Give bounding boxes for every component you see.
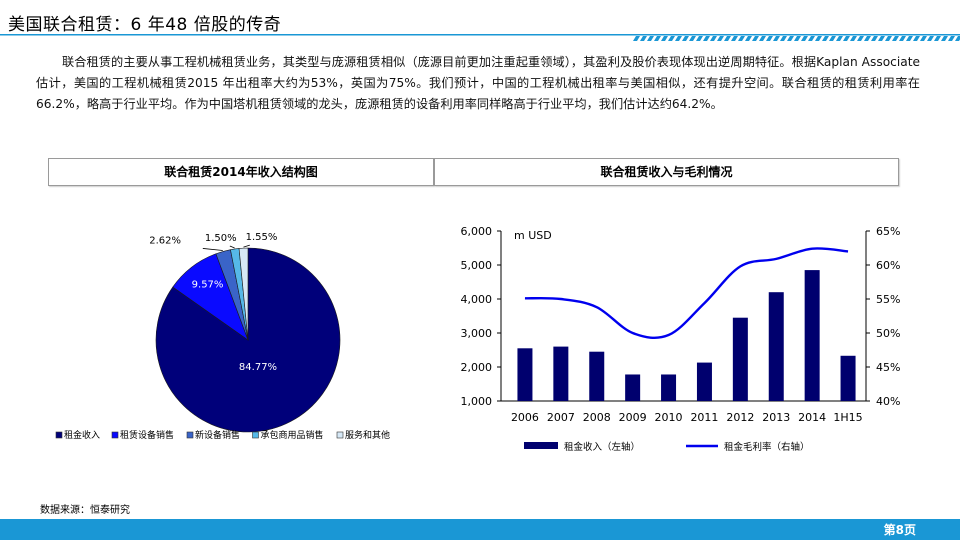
x-tick-label: 2012 — [726, 411, 754, 424]
pie-data-label: 9.57% — [192, 280, 224, 291]
pie-legend-swatch — [111, 431, 119, 439]
intro-paragraph: 联合租赁的主要从事工程机械租赁业务，其类型与庞源租赁相似（庞源目前更加注重起重领… — [36, 55, 920, 111]
legend-line-label: 租金毛利率（右轴） — [724, 441, 810, 453]
pie-legend-swatch — [336, 431, 344, 439]
pie-data-label: 84.77% — [239, 362, 277, 373]
pie-chart-title: 联合租赁2014年收入结构图 — [48, 158, 434, 186]
x-tick-label: 2007 — [547, 411, 575, 424]
pie-legend-swatch — [252, 431, 259, 439]
x-tick-label: 2006 — [511, 411, 539, 424]
left-tick-label: 3,000 — [461, 327, 493, 340]
right-tick-label: 55% — [876, 293, 900, 306]
title-underline — [0, 34, 960, 41]
page-number: 第8页 — [883, 523, 916, 537]
x-tick-label: 2009 — [619, 411, 647, 424]
pie-legend: 租金收入 租赁设备销售 新设备销售 承包商用品销售 服务和其他 — [55, 429, 390, 441]
right-tick-label: 40% — [876, 395, 900, 408]
pie-legend-swatch — [55, 431, 63, 439]
pie-data-label: 1.55% — [246, 232, 278, 243]
bar-line-chart: 1,000 2,000 3,000 4,000 5,000 6,000 40% 45% 50% 5… — [461, 225, 901, 424]
x-tick-label: 1H15 — [833, 411, 862, 424]
pie-leader-line — [202, 248, 223, 251]
pie-leader-line — [243, 244, 250, 248]
legend-bar-swatch — [524, 442, 558, 449]
revenue-bar — [517, 348, 533, 401]
pie-leader-line — [229, 245, 235, 249]
pie-legend-label: 租金收入 — [64, 429, 100, 441]
pie-slice — [238, 247, 249, 341]
right-tick-label: 50% — [876, 327, 900, 340]
revenue-bar — [589, 351, 605, 401]
revenue-bar — [732, 317, 748, 401]
x-tick-label: 2010 — [655, 411, 683, 424]
revenue-bar — [625, 374, 641, 401]
pie-data-label: 1.50% — [205, 233, 237, 244]
legend-bar-label: 租金收入（左轴） — [564, 441, 640, 453]
x-tick-label: 2011 — [690, 411, 718, 424]
pie-legend-label: 租赁设备销售 — [120, 429, 174, 441]
revenue-bar — [840, 355, 856, 401]
pie-chart: 84.77% 9.57% 2.62% 1.50% 1.55% — [149, 232, 341, 433]
page-title: 美国联合租赁：6 年48 倍股的传奇 — [8, 15, 282, 35]
pie-legend-label: 服务和其他 — [345, 429, 390, 441]
revenue-bar — [661, 374, 677, 401]
unit-label: m USD — [514, 229, 552, 242]
left-tick-label: 1,000 — [461, 395, 493, 408]
source-note: 数据来源：恒泰研究 — [40, 505, 130, 516]
pie-legend-label: 承包商用品销售 — [261, 429, 324, 441]
revenue-bar — [804, 270, 820, 401]
margin-line — [524, 247, 849, 340]
pie-data-label: 2.62% — [149, 235, 181, 246]
left-tick-label: 5,000 — [461, 259, 493, 272]
right-tick-label: 45% — [876, 361, 900, 374]
bar-chart-title: 联合租赁收入与毛利情况 — [434, 158, 899, 186]
revenue-bar — [553, 346, 569, 401]
left-tick-label: 2,000 — [461, 361, 493, 374]
x-tick-label: 2014 — [798, 411, 826, 424]
right-tick-label: 60% — [876, 259, 900, 272]
left-tick-label: 4,000 — [461, 293, 493, 306]
x-tick-label: 2008 — [583, 411, 611, 424]
pie-legend-swatch — [186, 431, 194, 439]
revenue-bar — [768, 292, 784, 401]
footer-bar — [0, 519, 960, 540]
right-tick-label: 65% — [876, 225, 900, 238]
pie-legend-label: 新设备销售 — [195, 429, 240, 441]
bar-line-legend: 租金收入（左轴） 租金毛利率（右轴） — [524, 441, 810, 453]
revenue-bar — [696, 362, 712, 401]
x-tick-label: 2013 — [762, 411, 790, 424]
pie-slice — [155, 247, 341, 433]
left-tick-label: 6,000 — [461, 225, 493, 238]
